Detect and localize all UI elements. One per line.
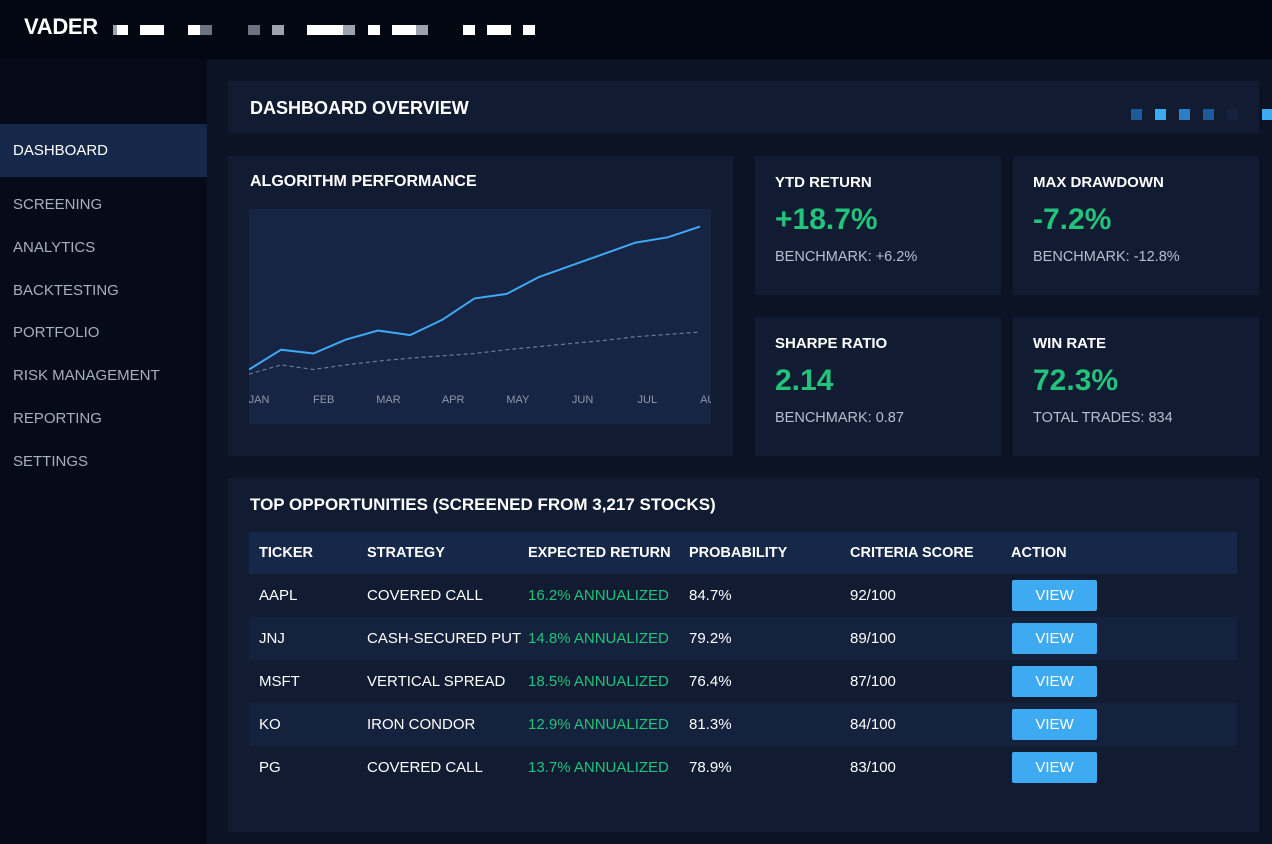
- column-header-probability[interactable]: PROBABILITY: [689, 545, 788, 561]
- page-dot[interactable]: [1227, 109, 1238, 120]
- stat-card-max-drawdown: MAX DRAWDOWN -7.2% BENCHMARK: -12.8%: [1013, 156, 1259, 295]
- column-header-expected-return[interactable]: EXPECTED RETURN: [528, 545, 671, 561]
- x-tick-label: MAY: [506, 394, 530, 406]
- sidebar-item-dashboard[interactable]: DASHBOARD: [0, 124, 207, 177]
- table-row[interactable]: JNJ CASH-SECURED PUT 14.8% ANNUALIZED 79…: [249, 617, 1237, 660]
- cell-expected-return: 13.7% ANNUALIZED: [528, 759, 669, 776]
- stat-benchmark: BENCHMARK: +6.2%: [775, 249, 918, 265]
- stat-value: +18.7%: [775, 203, 878, 236]
- top-bar: VADER: [0, 0, 1272, 59]
- cell-strategy: CASH-SECURED PUT: [367, 630, 522, 647]
- algorithm-series-line: [249, 225, 701, 371]
- cell-strategy: COVERED CALL: [367, 759, 483, 776]
- cell-ticker: JNJ: [259, 630, 285, 647]
- stat-title: SHARPE RATIO: [775, 335, 888, 352]
- cell-probability: 81.3%: [689, 716, 732, 733]
- x-tick-label: JUL: [638, 394, 658, 406]
- sidebar: DASHBOARD SCREENING ANALYTICS BACKTESTIN…: [0, 59, 207, 844]
- performance-title: ALGORITHM PERFORMANCE: [250, 173, 477, 190]
- x-tick-label: APR: [442, 394, 465, 406]
- cell-strategy: VERTICAL SPREAD: [367, 673, 506, 690]
- cell-expected-return: 14.8% ANNUALIZED: [528, 630, 669, 647]
- benchmark-series-line: [249, 331, 701, 375]
- cell-criteria-score: 89/100: [850, 630, 896, 647]
- opportunities-panel: TOP OPPORTUNITIES (SCREENED FROM 3,217 S…: [228, 478, 1259, 832]
- cell-probability: 79.2%: [689, 630, 732, 647]
- column-header-strategy[interactable]: STRATEGY: [367, 545, 445, 561]
- performance-panel: ALGORITHM PERFORMANCE JAN FEB MAR APR MAY JUN…: [228, 156, 733, 456]
- brand-logo: VADER: [24, 14, 98, 39]
- cell-ticker: AAPL: [259, 587, 298, 604]
- page-title: DASHBOARD OVERVIEW: [250, 98, 469, 118]
- table-row[interactable]: MSFT VERTICAL SPREAD 18.5% ANNUALIZED 76…: [249, 660, 1237, 703]
- x-tick-label: JAN: [249, 394, 269, 406]
- page-dot[interactable]: [1155, 109, 1166, 120]
- stat-card-win-rate: WIN RATE 72.3% TOTAL TRADES: 834: [1013, 317, 1259, 456]
- opportunities-table: TICKER STRATEGY EXPECTED RETURN PROBABIL…: [249, 532, 1237, 789]
- stat-benchmark: BENCHMARK: 0.87: [775, 410, 904, 426]
- sidebar-item-screening[interactable]: SCREENING: [13, 196, 103, 213]
- page-dot[interactable]: [1262, 109, 1272, 120]
- cell-expected-return: 18.5% ANNUALIZED: [528, 673, 669, 690]
- cell-probability: 78.9%: [689, 759, 732, 776]
- opportunities-title: TOP OPPORTUNITIES (SCREENED FROM 3,217 S…: [250, 495, 716, 514]
- table-row[interactable]: KO IRON CONDOR 12.9% ANNUALIZED 81.3% 84…: [249, 703, 1237, 746]
- cell-probability: 76.4%: [689, 673, 732, 690]
- performance-chart: JAN FEB MAR APR MAY JUN JUL AUG: [249, 209, 711, 424]
- cell-ticker: KO: [259, 716, 281, 733]
- stat-total-trades: TOTAL TRADES: 834: [1033, 410, 1173, 426]
- view-button[interactable]: VIEW: [1012, 580, 1097, 611]
- cell-expected-return: 16.2% ANNUALIZED: [528, 587, 669, 604]
- page-dot[interactable]: [1131, 109, 1142, 120]
- stat-card-sharpe-ratio: SHARPE RATIO 2.14 BENCHMARK: 0.87: [755, 317, 1001, 456]
- page-dot[interactable]: [1179, 109, 1190, 120]
- table-header: TICKER STRATEGY EXPECTED RETURN PROBABIL…: [249, 532, 1237, 574]
- cell-criteria-score: 92/100: [850, 587, 896, 604]
- sidebar-item-backtesting[interactable]: BACKTESTING: [13, 282, 119, 299]
- stat-title: WIN RATE: [1033, 335, 1107, 352]
- sidebar-item-settings[interactable]: SETTINGS: [13, 453, 89, 470]
- view-button[interactable]: VIEW: [1012, 752, 1097, 783]
- cell-probability: 84.7%: [689, 587, 732, 604]
- stat-title: YTD RETURN: [775, 174, 872, 191]
- table-row[interactable]: PG COVERED CALL 13.7% ANNUALIZED 78.9% 8…: [249, 746, 1237, 789]
- cell-strategy: COVERED CALL: [367, 587, 483, 604]
- table-row[interactable]: AAPL COVERED CALL 16.2% ANNUALIZED 84.7%…: [249, 574, 1237, 617]
- sidebar-item-portfolio[interactable]: PORTFOLIO: [13, 324, 100, 341]
- x-tick-label: AUG: [700, 394, 711, 406]
- view-button[interactable]: VIEW: [1012, 709, 1097, 740]
- column-header-ticker[interactable]: TICKER: [259, 545, 313, 561]
- cell-ticker: MSFT: [259, 673, 300, 690]
- x-tick-label: MAR: [376, 394, 401, 406]
- column-header-action: ACTION: [1011, 545, 1067, 561]
- cell-strategy: IRON CONDOR: [367, 716, 476, 733]
- cell-criteria-score: 87/100: [850, 673, 896, 690]
- sidebar-item-analytics[interactable]: ANALYTICS: [13, 239, 96, 256]
- header-panel: DASHBOARD OVERVIEW: [228, 81, 1272, 133]
- cell-criteria-score: 83/100: [850, 759, 896, 776]
- stat-value: 2.14: [775, 364, 834, 397]
- performance-chart-svg: JAN FEB MAR APR MAY JUN JUL AUG: [249, 225, 711, 406]
- view-button[interactable]: VIEW: [1012, 623, 1097, 654]
- column-header-criteria-score[interactable]: CRITERIA SCORE: [850, 545, 974, 561]
- sidebar-item-risk-management[interactable]: RISK MANAGEMENT: [13, 367, 160, 384]
- x-tick-label: FEB: [313, 394, 334, 406]
- stat-value: 72.3%: [1033, 364, 1119, 397]
- cell-ticker: PG: [259, 759, 281, 776]
- cell-expected-return: 12.9% ANNUALIZED: [528, 716, 669, 733]
- x-tick-label: JUN: [572, 394, 593, 406]
- stat-benchmark: BENCHMARK: -12.8%: [1033, 249, 1180, 265]
- cell-criteria-score: 84/100: [850, 716, 896, 733]
- sidebar-item-reporting[interactable]: REPORTING: [13, 410, 102, 427]
- page-dot[interactable]: [1203, 109, 1214, 120]
- stat-title: MAX DRAWDOWN: [1033, 174, 1164, 191]
- view-button[interactable]: VIEW: [1012, 666, 1097, 697]
- stat-value: -7.2%: [1033, 203, 1112, 236]
- stat-card-ytd-return: YTD RETURN +18.7% BENCHMARK: +6.2%: [755, 156, 1001, 295]
